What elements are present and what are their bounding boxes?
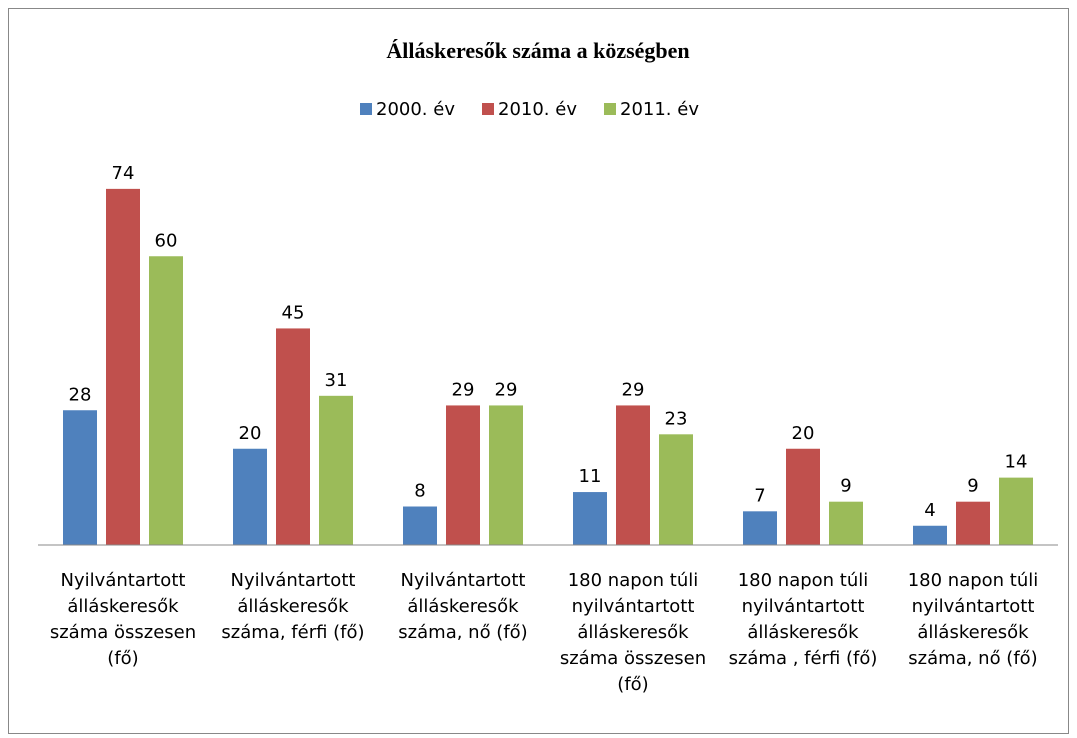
bar [446,405,480,545]
bar [573,492,607,545]
bar [659,434,693,545]
legend-swatch [604,103,616,115]
bar [276,328,310,545]
data-label: 20 [239,423,262,444]
data-label: 11 [579,466,602,487]
data-label: 9 [967,476,978,497]
bar [913,525,947,545]
legend-swatch [360,103,372,115]
x-tick-label: 180 napon túli nyilvántartott álláskeres… [559,570,707,695]
data-label: 14 [1005,452,1028,473]
x-tick-label: Nyilvántartott álláskeresők száma, férfi… [221,570,365,643]
bar [489,405,523,545]
bar [63,410,97,545]
bar [743,511,777,545]
bar [403,506,437,545]
x-tick-label: Nyilvántartott álláskeresők száma összes… [49,570,197,669]
data-label: 60 [155,230,178,251]
data-label: 28 [69,384,92,405]
bar [829,501,863,545]
bar [616,405,650,545]
x-tick-label: 180 napon túli nyilvántartott álláskeres… [907,570,1039,669]
data-label: 9 [840,476,851,497]
data-label: 29 [452,379,475,400]
bar [233,448,267,545]
data-label: 8 [414,481,425,502]
data-label: 4 [924,500,935,521]
data-label: 29 [495,379,518,400]
bar [786,448,820,545]
data-label: 74 [112,163,135,184]
x-tick-label: 180 napon túli nyilvántartott álláskeres… [728,570,878,669]
bar [106,188,140,545]
bar [149,256,183,545]
data-label: 45 [282,302,305,323]
data-label: 31 [325,370,348,391]
legend-label: 2011. év [620,99,699,120]
bar [319,395,353,545]
data-label: 23 [665,408,688,429]
legend-swatch [482,103,494,115]
bar [999,477,1033,545]
legend-label: 2000. év [376,99,455,120]
legend-label: 2010. év [498,99,577,120]
chart-title: Álláskeresők száma a községben [386,38,689,63]
data-label: 29 [622,379,645,400]
data-label: 7 [754,485,765,506]
x-tick-label: Nyilvántartott álláskeresők száma, nő (f… [398,570,528,643]
data-label: 20 [792,423,815,444]
bar [956,501,990,545]
chart-border [8,8,1069,734]
